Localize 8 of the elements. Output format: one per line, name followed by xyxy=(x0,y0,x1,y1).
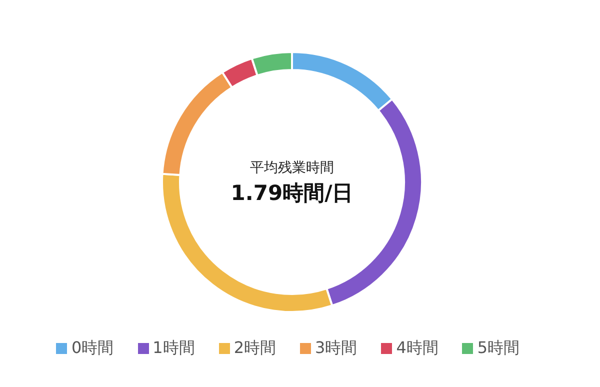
legend-label: 2時間 xyxy=(234,338,276,357)
legend-label: 3時間 xyxy=(315,338,358,357)
text: 1.79時間/日 xyxy=(230,181,354,205)
legend-label: 5時間 xyxy=(477,338,520,357)
legend-label: 4時間 xyxy=(396,338,438,357)
text: 平均残業時間 xyxy=(250,160,334,176)
legend-label: 0時間 xyxy=(71,338,114,357)
legend-label: 1時間 xyxy=(152,338,195,357)
